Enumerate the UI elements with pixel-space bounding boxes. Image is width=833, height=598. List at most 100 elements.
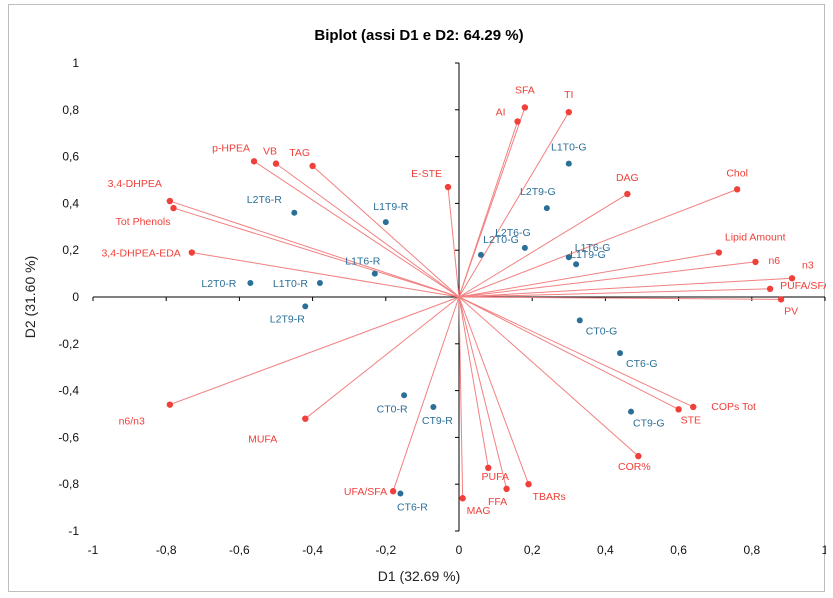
- observation-label-l2t6-r: L2T6-R: [247, 194, 282, 206]
- variable-point-3-4-dhpea: [166, 197, 174, 205]
- vector-line-mag: [458, 296, 464, 499]
- vector-line-3-4-dhpea: [169, 200, 460, 298]
- vector-line-pufa: [458, 296, 489, 468]
- variable-label-ti: TI: [564, 89, 573, 101]
- observation-label-ct6-r: CT6-R: [397, 502, 428, 514]
- x-tick-label: 0,8: [743, 543, 760, 557]
- observation-point-ct6-g: [617, 350, 624, 357]
- variable-point-mag: [459, 495, 466, 502]
- observation-label-l2t6-g: L2T6-G: [495, 227, 531, 239]
- variable-point-p-hpea: [250, 158, 258, 165]
- vector-line-pufa-sfa: [458, 288, 771, 298]
- variable-label-pv: PV: [784, 305, 798, 317]
- variable-label-p-hpea: p-HPEA: [212, 142, 250, 154]
- vector-line-ste: [458, 296, 679, 410]
- tick-labels: -1 -0,8 -0,6 -0,4 -0,2 0 0,2 0,4 0,6 0,8 1 1 0,8 0,6 0…: [58, 56, 826, 557]
- observation-label-ct0-g: CT0-G: [586, 325, 618, 337]
- observation-point-ct0-r: [401, 392, 408, 399]
- vector-line-tbars: [458, 296, 530, 485]
- biplot-chart: Biplot (assi D1 e D2: 64.29 %) D1 (32.69…: [22, 27, 826, 584]
- observation-point-l2t6-r: [291, 209, 298, 216]
- variable-label-dag: DAG: [616, 172, 639, 184]
- observation-point-l1t6-g: [565, 254, 572, 261]
- variable-point-chol: [733, 186, 741, 193]
- vector-line-p-hpea: [253, 160, 460, 298]
- observation-point-l1t0-g: [565, 160, 572, 167]
- observation-point-l1t9-r: [382, 219, 389, 226]
- y-tick-label: -0,8: [58, 477, 79, 491]
- observation-point-ct9-g: [628, 408, 635, 415]
- variable-point-lipid-amount: [715, 249, 723, 256]
- variable-point-pufa-sfa: [766, 285, 774, 293]
- variable-point-pv: [777, 296, 785, 303]
- variable-label-n3: n3: [802, 259, 814, 271]
- variable-label-ffa: FFA: [488, 496, 507, 508]
- variable-point-mufa: [302, 415, 309, 422]
- variable-label-pufa-sfa: PUFA/SFA: [780, 280, 826, 292]
- variable-point-sfa: [521, 104, 529, 111]
- variable-label-cops-tot: COPs Tot: [711, 401, 756, 413]
- variable-point-ufa-sfa: [389, 488, 397, 495]
- variable-point-pufa: [485, 464, 492, 472]
- variable-label-tbars: TBARs: [533, 491, 566, 503]
- variable-point-vb: [272, 160, 280, 167]
- vector-line-cops-tot: [458, 296, 694, 408]
- variable-label-ste: STE: [681, 414, 701, 426]
- observation-label-l1t6-r: L1T6-R: [345, 256, 380, 268]
- observation-label-ct6-g: CT6-G: [626, 358, 658, 370]
- variable-label-lipid-amount: Lipid Amount: [725, 232, 786, 244]
- observation-label-l2t9-r: L2T9-R: [270, 313, 305, 325]
- vector-line-tot-phenols: [173, 207, 460, 298]
- vector-line-chol: [458, 188, 738, 298]
- observation-label-l2t9-g: L2T9-G: [520, 186, 556, 198]
- vector-line-ufa-sfa: [392, 296, 460, 492]
- variable-point-ti: [565, 108, 572, 116]
- variable-label-ufa-sfa: UFA/SFA: [344, 486, 387, 498]
- y-tick-label: 0,8: [62, 103, 79, 117]
- variable-label-sfa: SFA: [515, 84, 535, 96]
- variable-point-tbars: [525, 481, 532, 488]
- x-axis-title: D1 (32.69 %): [378, 568, 460, 584]
- vector-line-cor: [458, 296, 639, 457]
- variable-point-n6: [752, 258, 759, 266]
- chart-title: Biplot (assi D1 e D2: 64.29 %): [314, 27, 523, 44]
- vector-line-e-ste: [447, 186, 460, 298]
- observation-label-l2t0-g: L2T0-G: [483, 234, 519, 246]
- chart-frame: Biplot (assi D1 e D2: 64.29 %) D1 (32.69…: [8, 4, 826, 592]
- vector-line-ai: [458, 121, 519, 298]
- observation-label-ct9-r: CT9-R: [422, 415, 453, 427]
- vector-line-n3: [458, 277, 793, 298]
- vector-line-tag: [312, 165, 460, 298]
- variable-label-tag: TAG: [289, 147, 310, 159]
- x-tick-label: -0,4: [302, 543, 323, 557]
- y-tick-label: 0,2: [62, 243, 79, 257]
- variable-point-tot-phenols: [170, 204, 177, 212]
- y-tick-label: -0,2: [58, 337, 79, 351]
- variable-point-n3: [788, 275, 796, 282]
- y-axis-title: D2 (31.60 %): [22, 256, 38, 338]
- vector-line-dag: [458, 193, 628, 298]
- x-tick-label: 0,4: [597, 543, 614, 557]
- vector-line-ffa: [458, 296, 508, 490]
- observation-point-ct9-r: [430, 403, 437, 410]
- y-tick-label: 1: [72, 56, 79, 70]
- variable-point-n6-n3: [166, 401, 174, 408]
- variable-point-dag: [624, 190, 631, 198]
- vector-line-n6-n3: [169, 296, 460, 406]
- x-tick-label: 0: [456, 543, 463, 557]
- observation-label-l1t6-g: L1T6-G: [575, 242, 611, 254]
- variable-label-3-4-dhpea-eda: 3,4-DHPEA-EDA: [101, 248, 180, 260]
- x-tick-label: -0,2: [375, 543, 396, 557]
- observation-point-l2t9-g: [543, 205, 550, 212]
- observation-point-l1t0-r: [316, 279, 323, 286]
- vector-line-n6: [458, 261, 756, 298]
- variable-label-mag: MAG: [467, 505, 491, 517]
- observation-point-l2t6-g: [521, 244, 528, 251]
- variable-label-pufa: PUFA: [482, 471, 509, 483]
- variable-point-tag: [309, 162, 316, 170]
- observation-label-l1t9-r: L1T9-R: [373, 201, 408, 213]
- variable-label-vb: VB: [263, 146, 277, 158]
- variable-label-chol: Chol: [726, 167, 748, 179]
- variable-point-ffa: [503, 485, 510, 493]
- vector-line-pv: [458, 296, 782, 300]
